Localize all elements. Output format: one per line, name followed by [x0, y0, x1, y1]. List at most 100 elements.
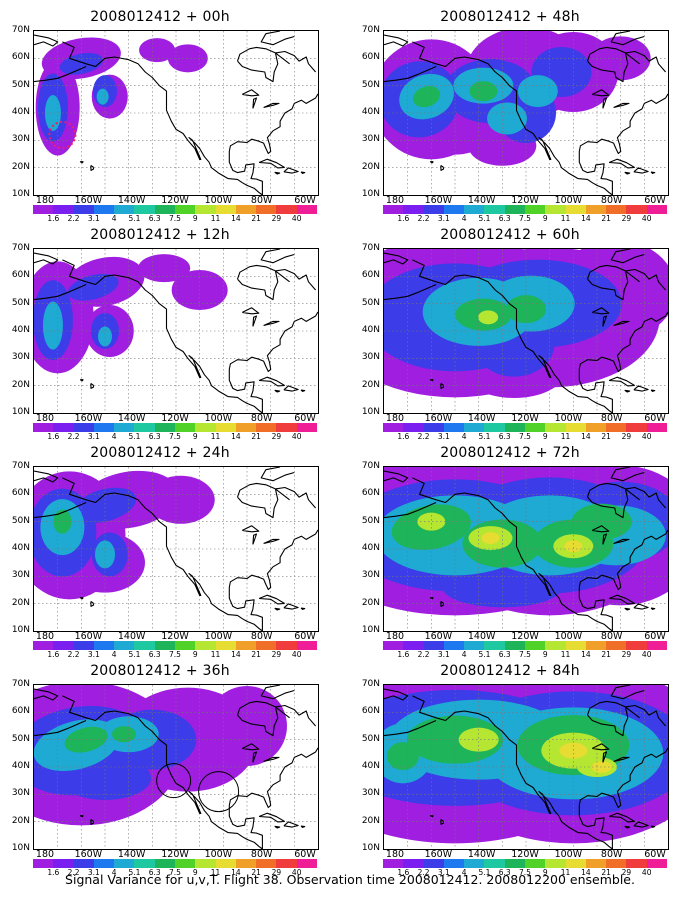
- longitude-tick-label: 160W: [74, 849, 103, 860]
- colorbar-swatch: [443, 205, 465, 214]
- latitude-tick-label: 60N: [11, 270, 30, 281]
- colorbar-swatch: [33, 641, 54, 650]
- colorbar-tick-label: 5.1: [478, 432, 491, 441]
- coastline: [34, 31, 318, 195]
- colorbar-swatch: [93, 205, 115, 214]
- map-panel: 2008012412 + 72h 70N 60N 50N 40N 30N 20N 10N 180…: [350, 444, 680, 659]
- panel-title: 2008012412 + 24h: [90, 445, 230, 461]
- colorbar-tick-label: 21: [251, 432, 261, 441]
- colorbar-tick-label: 7.5: [519, 650, 531, 659]
- longitude-tick-label: 140W: [467, 413, 496, 424]
- colorbar-swatch: [383, 859, 404, 868]
- colorbar-swatch: [646, 859, 667, 868]
- colorbar-tick-label: 4: [461, 650, 467, 659]
- latitude-tick-label: 30N: [361, 134, 380, 145]
- longitude-tick-label: 60W: [294, 195, 316, 206]
- latitude-tick-label: 40N: [11, 761, 30, 771]
- map-gridlines: [384, 249, 668, 413]
- colorbar-swatch: [646, 641, 667, 650]
- colorbar-tick-label: 6.3: [498, 650, 511, 659]
- colorbar-swatch: [256, 641, 277, 650]
- map-area: [383, 466, 669, 632]
- colorbar-swatch: [114, 859, 135, 868]
- colorbar-swatch: [53, 641, 74, 650]
- colorbar-swatch: [73, 641, 94, 650]
- longitude-tick-label: 80W: [250, 195, 273, 206]
- colorbar-swatch: [296, 641, 317, 650]
- colorbar-tick-label: 40: [641, 650, 652, 659]
- colorbar-tick-label: 7.5: [519, 868, 531, 877]
- latitude-tick-label: 10N: [361, 843, 380, 853]
- colorbar-swatch: [154, 859, 175, 868]
- coastline: [384, 249, 668, 413]
- colorbar-swatch: [585, 859, 607, 868]
- latitude-tick-label: 30N: [11, 788, 30, 799]
- longitude-tick-label: 80W: [250, 849, 273, 860]
- colorbar-swatch: [545, 205, 566, 214]
- colorbar-swatch: [443, 859, 465, 868]
- colorbar-tick-label: 2.2: [417, 432, 430, 441]
- colorbar-swatch: [504, 859, 525, 868]
- colorbar-swatch: [484, 641, 505, 650]
- map-panel: 2008012412 + 36h 70N 60N 50N 40N 30N 20N 10N 180…: [0, 662, 330, 877]
- panel-title: 2008012412 + 12h: [90, 227, 230, 243]
- colorbar-swatch: [93, 641, 115, 650]
- latitude-tick-label: 40N: [361, 325, 380, 335]
- map-gridlines: [34, 31, 318, 195]
- colorbar-tick-label: 9: [542, 214, 548, 223]
- colorbar-swatch: [195, 205, 216, 214]
- latitude-tick-label: 50N: [11, 515, 30, 526]
- variance-map: [384, 467, 668, 631]
- colorbar-tick-label: 21: [251, 650, 261, 659]
- colorbar-swatch: [154, 641, 175, 650]
- colorbar-swatch: [33, 423, 54, 432]
- variance-map: [384, 249, 668, 413]
- colorbar-swatch: [423, 859, 444, 868]
- map-panel: 2008012412 + 60h 70N 60N 50N 40N 30N 20N 10N 180…: [350, 226, 680, 441]
- coastline: [34, 685, 318, 849]
- colorbar-swatch: [195, 859, 216, 868]
- colorbar-swatch: [585, 641, 607, 650]
- latitude-tick-label: 60N: [11, 52, 30, 63]
- colorbar-tick-label: 40: [641, 432, 652, 441]
- panel-title: 2008012412 + 84h: [440, 663, 580, 679]
- colorbar: [383, 423, 667, 432]
- colorbar-swatch: [383, 641, 404, 650]
- latitude-tick-label: 10N: [361, 407, 380, 417]
- colorbar-tick-label: 3.1: [87, 650, 100, 659]
- variance-map: [384, 31, 668, 195]
- longitude-tick-label: 80W: [250, 631, 273, 642]
- latitude-tick-label: 60N: [361, 52, 380, 63]
- map-area: [383, 30, 669, 196]
- colorbar-tick-label: 2.2: [417, 214, 430, 223]
- variance-contour-level: [478, 310, 499, 325]
- longitude-tick-label: 140W: [117, 413, 146, 424]
- colorbar-swatch: [484, 859, 505, 868]
- longitude-tick-label: 180: [35, 195, 55, 206]
- colorbar-swatch: [195, 641, 216, 650]
- coastline: [34, 249, 318, 413]
- longitude-tick-label: 160W: [424, 413, 453, 424]
- colorbar-swatch: [646, 423, 667, 432]
- colorbar-tick-label: 29: [621, 214, 632, 223]
- colorbar-swatch: [174, 423, 196, 432]
- latitude-tick-label: 20N: [361, 597, 380, 608]
- colorbar-tick-label: 7.5: [169, 214, 181, 223]
- map-area: [33, 684, 319, 850]
- colorbar-swatch: [504, 641, 525, 650]
- colorbar-swatch: [154, 423, 175, 432]
- latitude-tick-label: 20N: [11, 597, 30, 608]
- variance-map: [384, 685, 668, 849]
- colorbar-swatch: [606, 859, 627, 868]
- colorbar-tick-label: 4: [111, 650, 117, 659]
- latitude-tick-label: 60N: [361, 270, 380, 281]
- colorbar-tick-label: 5.1: [128, 868, 141, 877]
- colorbar-tick-label: 40: [291, 650, 302, 659]
- colorbar-swatch: [585, 205, 607, 214]
- longitude-tick-label: 100W: [554, 413, 583, 424]
- map-gridlines: [34, 685, 318, 849]
- colorbar-swatch: [174, 205, 196, 214]
- colorbar-tick-label: 11: [210, 650, 221, 659]
- colorbar-tick-label: 40: [291, 214, 302, 223]
- latitude-tick-label: 10N: [361, 189, 380, 199]
